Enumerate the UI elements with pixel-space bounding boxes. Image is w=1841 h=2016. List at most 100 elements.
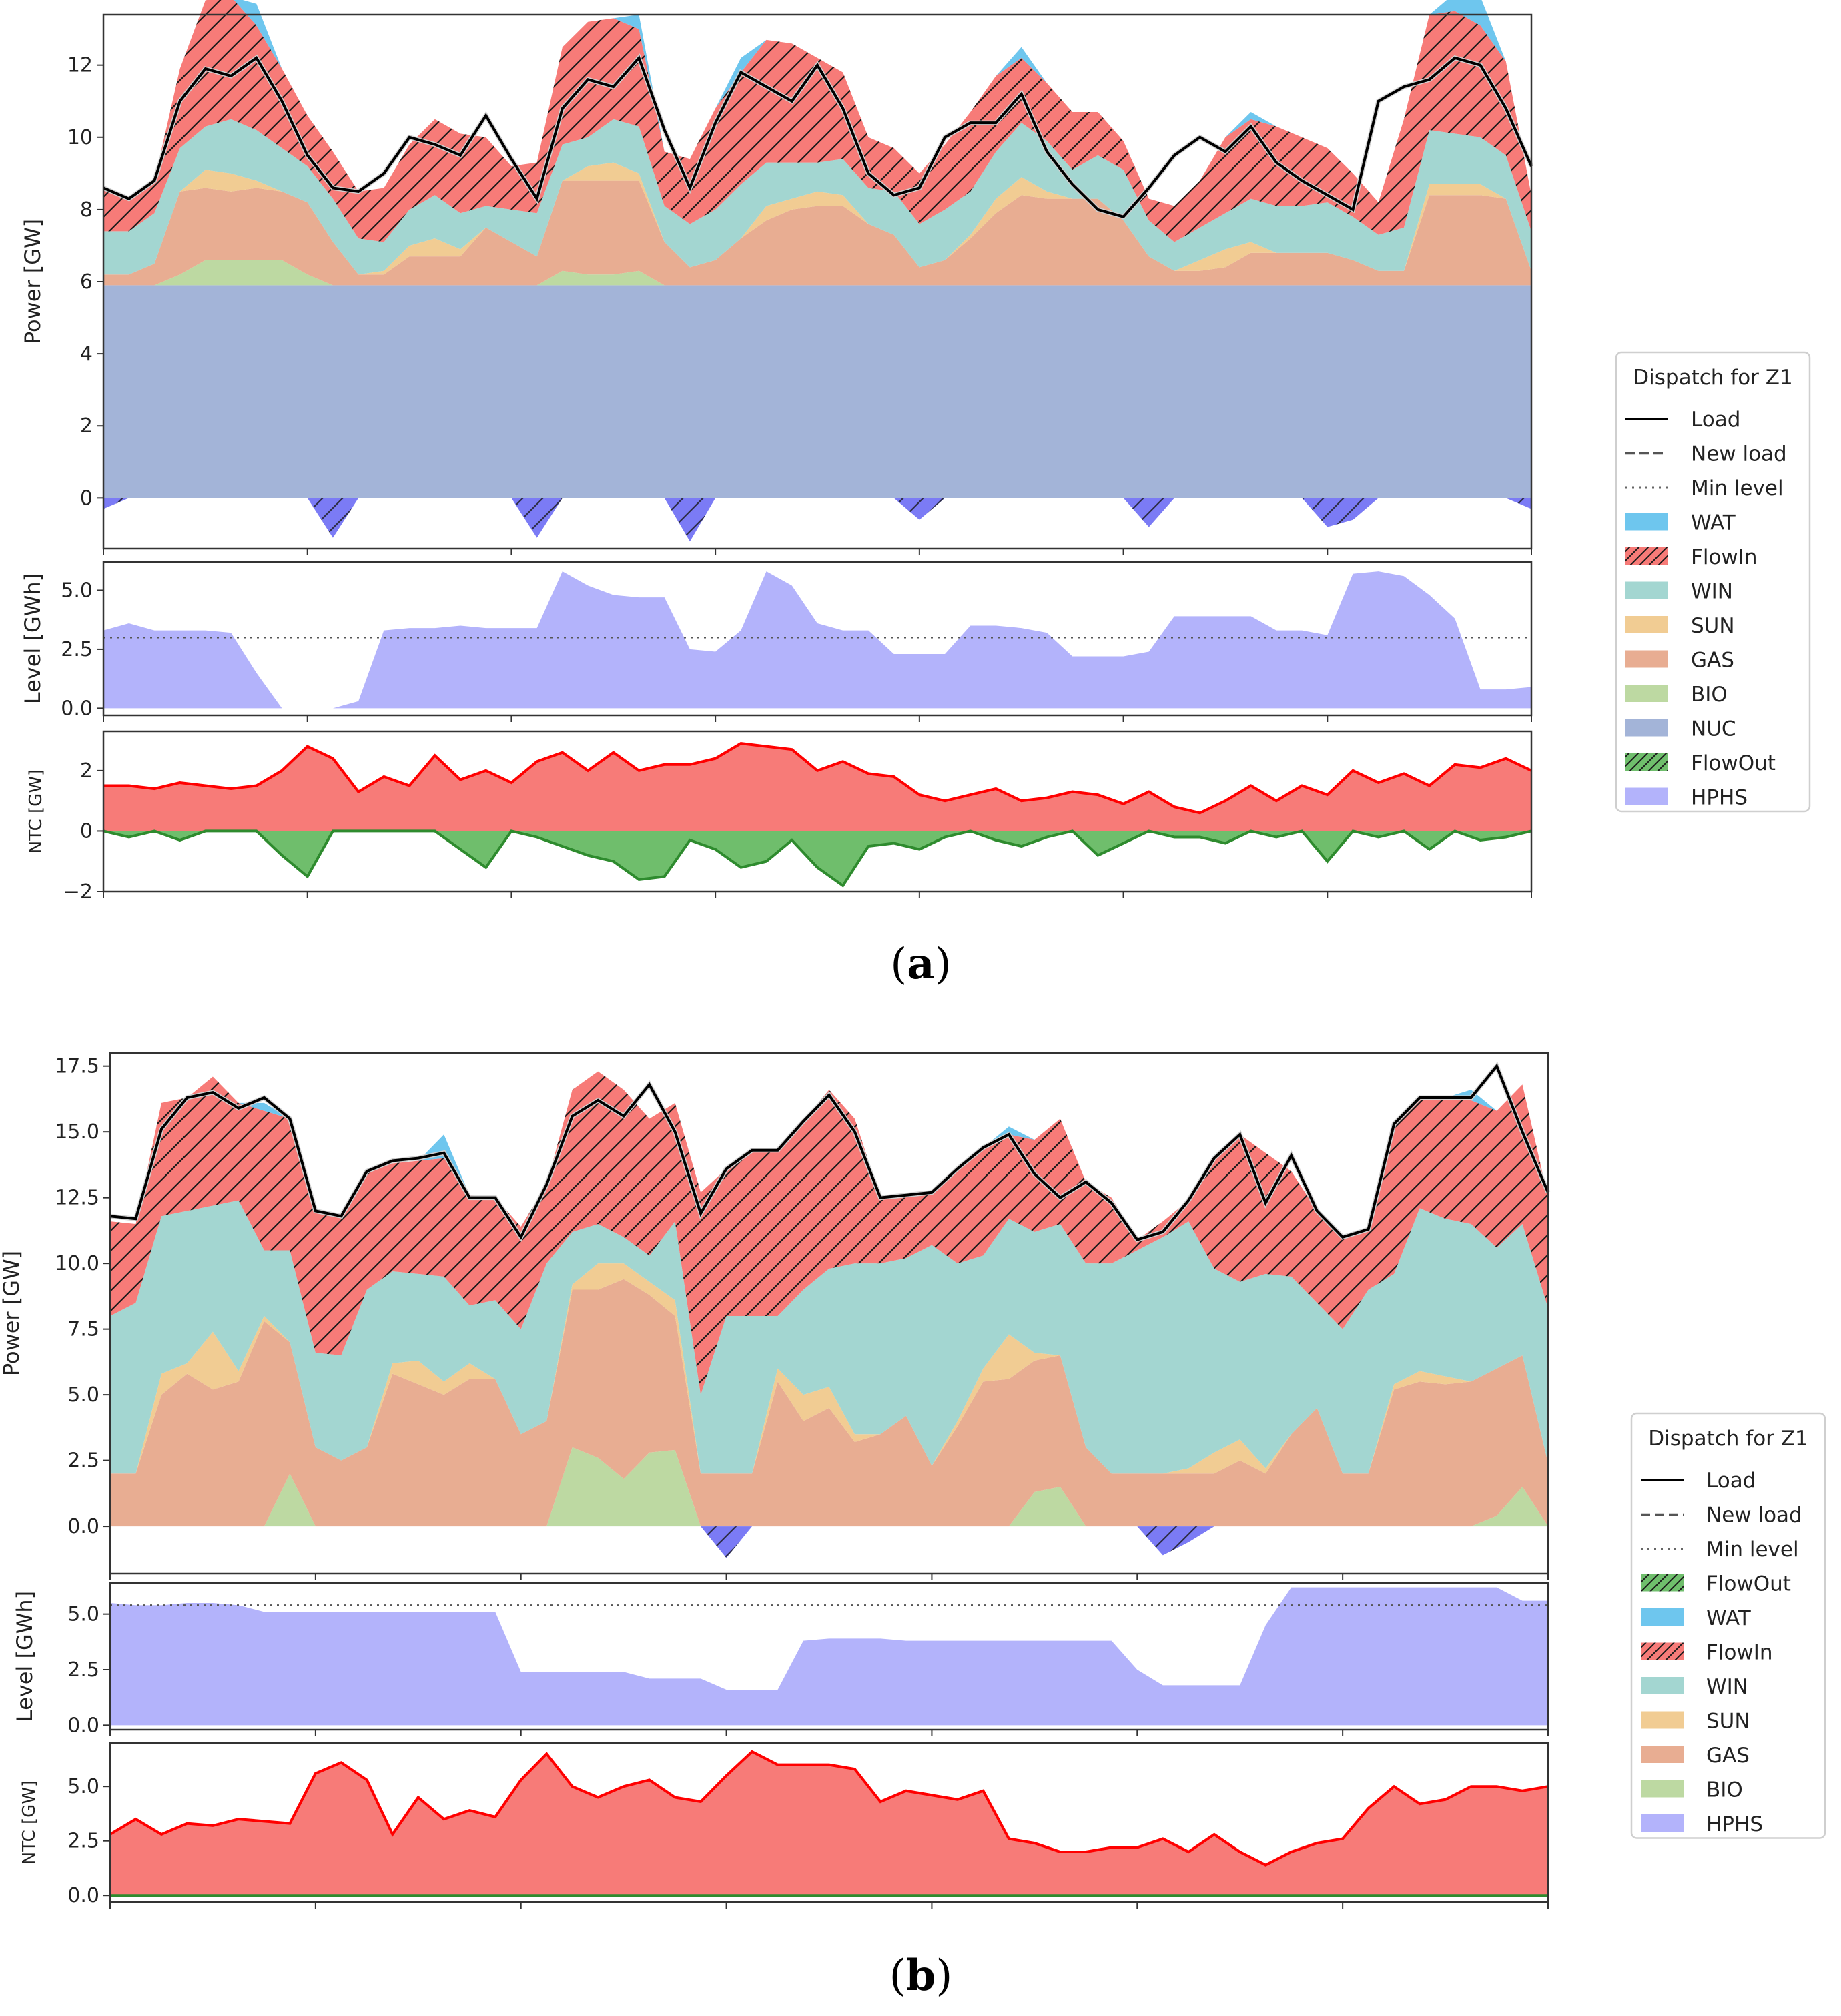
b-power-ytick-label: 15.0 bbox=[55, 1120, 99, 1144]
b-level-plot-area: 0.0 2.5 5.0 bbox=[67, 1587, 1549, 1737]
a-ntc-ytick-label: −2 bbox=[63, 880, 93, 904]
b-power-ytick-label: 17.5 bbox=[55, 1055, 99, 1078]
b-power-ytick-label: 5.0 bbox=[67, 1383, 99, 1407]
b-power-ytick-label: 7.5 bbox=[67, 1318, 99, 1341]
b-legend-min-level-label: Min level bbox=[1706, 1538, 1799, 1562]
b-legend-hphs-label: HPHS bbox=[1706, 1812, 1763, 1836]
series-flowin-hatch bbox=[103, 0, 1531, 242]
b-legend-wat-swatch bbox=[1641, 1608, 1684, 1626]
a-legend-nuc-swatch bbox=[1625, 719, 1668, 737]
figure-a: 0 2 4 6 8 10 12 Power [GW] 0.0 2.5 5.0 Level [GW… bbox=[20, 0, 1811, 989]
series-flowin-hatch bbox=[110, 1071, 1548, 1395]
b-legend-flowout-hatch bbox=[1641, 1574, 1684, 1592]
series-flowout-ntc-line bbox=[103, 829, 1532, 888]
a-legend-gas-swatch bbox=[1625, 650, 1668, 668]
a-level-ytick-label: 5.0 bbox=[61, 579, 93, 602]
a-ntc-frame bbox=[102, 730, 1533, 893]
b-level-ytick-label: 5.0 bbox=[67, 1603, 99, 1626]
b-level-ytick-label: 2.5 bbox=[67, 1658, 99, 1682]
b-legend-wat-label: WAT bbox=[1706, 1606, 1752, 1630]
a-ntc-ylabel: NTC [GW] bbox=[26, 769, 46, 854]
a-legend-sun-label: SUN bbox=[1691, 614, 1735, 638]
b-level-panel: 0.0 2.5 5.0 Level [GWh] bbox=[12, 1582, 1549, 1737]
b-ntc-ytick-label: 2.5 bbox=[67, 1830, 99, 1853]
series-sun-area bbox=[110, 1263, 1548, 1474]
b-power-ytick-label: 10.0 bbox=[55, 1252, 99, 1275]
a-ntc-ytick-label: 0 bbox=[80, 819, 93, 843]
b-legend: Dispatch for Z1 Load New load Min level Flow… bbox=[1630, 1412, 1826, 1839]
b-ntc-ytick-label: 0.0 bbox=[67, 1884, 99, 1907]
a-level-panel: 0.0 2.5 5.0 Level [GWh] bbox=[20, 561, 1533, 722]
b-level-frame bbox=[109, 1582, 1549, 1731]
a-legend-sun-swatch bbox=[1625, 616, 1668, 633]
a-power-ylabel: Power [GW] bbox=[20, 219, 45, 344]
a-level-plot-area: 0.0 2.5 5.0 bbox=[61, 571, 1532, 722]
b-ntc-ylabel: NTC [GW] bbox=[19, 1780, 39, 1865]
b-legend-bio-swatch bbox=[1641, 1780, 1684, 1798]
series-hphs-level-area bbox=[103, 571, 1531, 709]
b-legend-win-label: WIN bbox=[1706, 1675, 1748, 1699]
a-legend-title: Dispatch for Z1 bbox=[1633, 366, 1792, 390]
a-legend-flowout-hatch bbox=[1625, 753, 1668, 771]
b-power-ytick-label: 12.5 bbox=[55, 1187, 99, 1210]
series-flowin-ntc-area bbox=[110, 1752, 1548, 1896]
a-legend-hphs-label: HPHS bbox=[1691, 786, 1748, 810]
a-level-frame bbox=[102, 561, 1533, 717]
a-level-ytick-label: 2.5 bbox=[61, 638, 93, 661]
a-power-ytick-label: 6 bbox=[80, 270, 93, 294]
a-legend-nuc-label: NUC bbox=[1691, 717, 1736, 741]
a-level-ytick-label: 0.0 bbox=[61, 697, 93, 720]
b-caption: (b) bbox=[889, 1951, 953, 2001]
b-legend-sun-label: SUN bbox=[1706, 1710, 1750, 1734]
a-legend-new-load-label: New load bbox=[1691, 442, 1787, 466]
b-legend-frame bbox=[1630, 1412, 1826, 1839]
a-power-ytick-label: 0 bbox=[80, 486, 93, 510]
a-legend-bio-label: BIO bbox=[1691, 683, 1728, 707]
series-win-area bbox=[110, 1200, 1548, 1474]
series-hphs-level-area bbox=[110, 1587, 1548, 1726]
a-power-ytick-label: 10 bbox=[67, 126, 93, 149]
a-caption-letter: a bbox=[907, 939, 934, 989]
figure-b: 0.02.55.07.510.012.515.017.5 Power [GW] … bbox=[0, 1052, 1826, 2001]
a-legend-load-label: Load bbox=[1691, 408, 1740, 432]
a-legend-gas-label: GAS bbox=[1691, 649, 1734, 673]
a-ntc-plot-area: −2 0 2 bbox=[63, 742, 1532, 904]
b-legend-gas-swatch bbox=[1641, 1746, 1684, 1763]
a-power-ytick-label: 8 bbox=[80, 198, 93, 222]
series-gas-area bbox=[103, 180, 1531, 286]
series-hphs-hatch bbox=[110, 1526, 1548, 1558]
series-flowin-ntc-line bbox=[109, 1750, 1549, 1867]
b-legend-bio-label: BIO bbox=[1706, 1778, 1743, 1802]
a-ntc-ytick-label: 2 bbox=[80, 759, 93, 783]
series-win-area bbox=[103, 119, 1531, 275]
b-ntc-ytick-label: 5.0 bbox=[67, 1775, 99, 1798]
a-ntc-panel: −2 0 2 NTC [GW] bbox=[26, 730, 1533, 904]
b-legend-flowout-label: FlowOut bbox=[1706, 1572, 1791, 1596]
b-legend-sun-swatch bbox=[1641, 1711, 1684, 1729]
a-legend-flowout-label: FlowOut bbox=[1691, 751, 1776, 775]
b-legend-flowin-hatch bbox=[1641, 1642, 1684, 1660]
a-caption: (a) bbox=[890, 939, 951, 989]
a-legend-bio-swatch bbox=[1625, 685, 1668, 702]
load-line bbox=[103, 55, 1533, 218]
b-power-frame bbox=[109, 1052, 1549, 1575]
a-legend-flowin-hatch bbox=[1625, 547, 1668, 565]
b-power-plot-area: 0.0 2.5 5.0 7.5 10.0 12.5 15.0 17.5 bbox=[55, 1055, 1551, 1580]
a-legend-min-level-label: Min level bbox=[1691, 476, 1784, 500]
b-level-ylabel: Level [GWh] bbox=[12, 1591, 37, 1722]
a-power-frame bbox=[102, 13, 1533, 550]
b-legend-win-swatch bbox=[1641, 1677, 1684, 1694]
b-caption-letter: b bbox=[906, 1951, 936, 2001]
a-legend-flowin-label: FlowIn bbox=[1691, 545, 1758, 569]
series-flowin-ntc-line bbox=[103, 742, 1532, 815]
b-legend-new-load-label: New load bbox=[1706, 1503, 1802, 1528]
a-power-panel: 0 2 4 6 8 10 12 Power [GW] bbox=[20, 0, 1534, 555]
b-ntc-panel: 0.0 2.5 5.0 NTC [GW] bbox=[19, 1742, 1549, 1909]
b-legend-title: Dispatch for Z1 bbox=[1648, 1427, 1808, 1451]
a-power-ytick-label: 4 bbox=[80, 342, 93, 366]
b-legend-flowin-label: FlowIn bbox=[1706, 1641, 1773, 1665]
load-line bbox=[109, 1063, 1549, 1242]
a-legend: Dispatch for Z1 Load New load Min level WAT F… bbox=[1615, 351, 1811, 813]
b-legend-load-label: Load bbox=[1706, 1469, 1756, 1493]
